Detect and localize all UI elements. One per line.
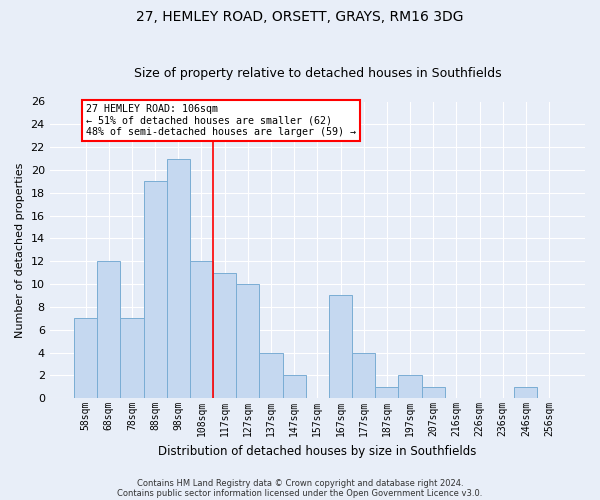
Bar bbox=[398, 376, 422, 398]
Text: 27 HEMLEY ROAD: 106sqm
← 51% of detached houses are smaller (62)
48% of semi-det: 27 HEMLEY ROAD: 106sqm ← 51% of detached… bbox=[86, 104, 356, 137]
X-axis label: Distribution of detached houses by size in Southfields: Distribution of detached houses by size … bbox=[158, 444, 476, 458]
Text: Contains public sector information licensed under the Open Government Licence v3: Contains public sector information licen… bbox=[118, 488, 482, 498]
Bar bbox=[74, 318, 97, 398]
Bar bbox=[236, 284, 259, 398]
Text: 27, HEMLEY ROAD, ORSETT, GRAYS, RM16 3DG: 27, HEMLEY ROAD, ORSETT, GRAYS, RM16 3DG bbox=[136, 10, 464, 24]
Bar bbox=[213, 272, 236, 398]
Bar bbox=[190, 261, 213, 398]
Bar bbox=[143, 182, 167, 398]
Bar bbox=[422, 386, 445, 398]
Text: Contains HM Land Registry data © Crown copyright and database right 2024.: Contains HM Land Registry data © Crown c… bbox=[137, 478, 463, 488]
Bar bbox=[375, 386, 398, 398]
Bar bbox=[167, 158, 190, 398]
Bar bbox=[121, 318, 143, 398]
Bar bbox=[514, 386, 538, 398]
Y-axis label: Number of detached properties: Number of detached properties bbox=[15, 162, 25, 338]
Bar bbox=[97, 261, 121, 398]
Bar bbox=[329, 296, 352, 398]
Title: Size of property relative to detached houses in Southfields: Size of property relative to detached ho… bbox=[134, 66, 501, 80]
Bar bbox=[259, 352, 283, 398]
Bar bbox=[352, 352, 375, 398]
Bar bbox=[283, 376, 306, 398]
